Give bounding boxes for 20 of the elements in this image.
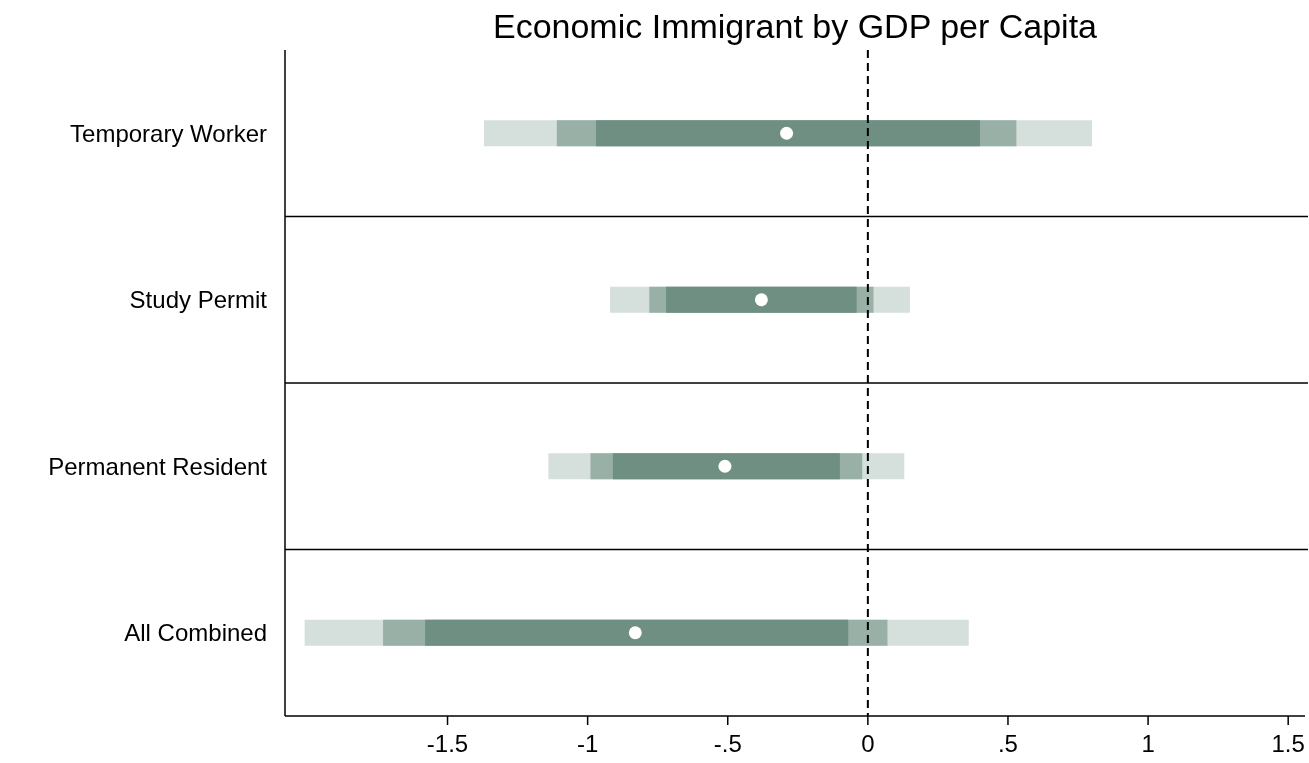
x-tick-label: -.5	[713, 730, 742, 757]
y-tick-label: All Combined	[124, 619, 267, 647]
point	[754, 293, 768, 307]
x-tick-label: -1	[576, 730, 599, 757]
bar	[596, 120, 980, 147]
x-tick-label: 1	[1141, 730, 1155, 757]
point	[718, 459, 732, 473]
x-tick-label: .5	[997, 730, 1018, 757]
y-tick-label: Temporary Worker	[70, 119, 267, 147]
x-tick-label: 1.5	[1271, 730, 1305, 757]
bar	[425, 619, 849, 646]
y-tick-label: Study Permit	[129, 286, 268, 314]
y-tick-label: Permanent Resident	[48, 452, 268, 480]
bar	[612, 453, 840, 480]
bar	[666, 286, 857, 313]
x-tick-label: 0	[861, 730, 875, 757]
chart-title: Economic Immigrant by GDP per Capita	[492, 7, 1098, 45]
point	[628, 626, 642, 640]
x-tick-label: -1.5	[426, 730, 469, 757]
point	[780, 126, 794, 140]
